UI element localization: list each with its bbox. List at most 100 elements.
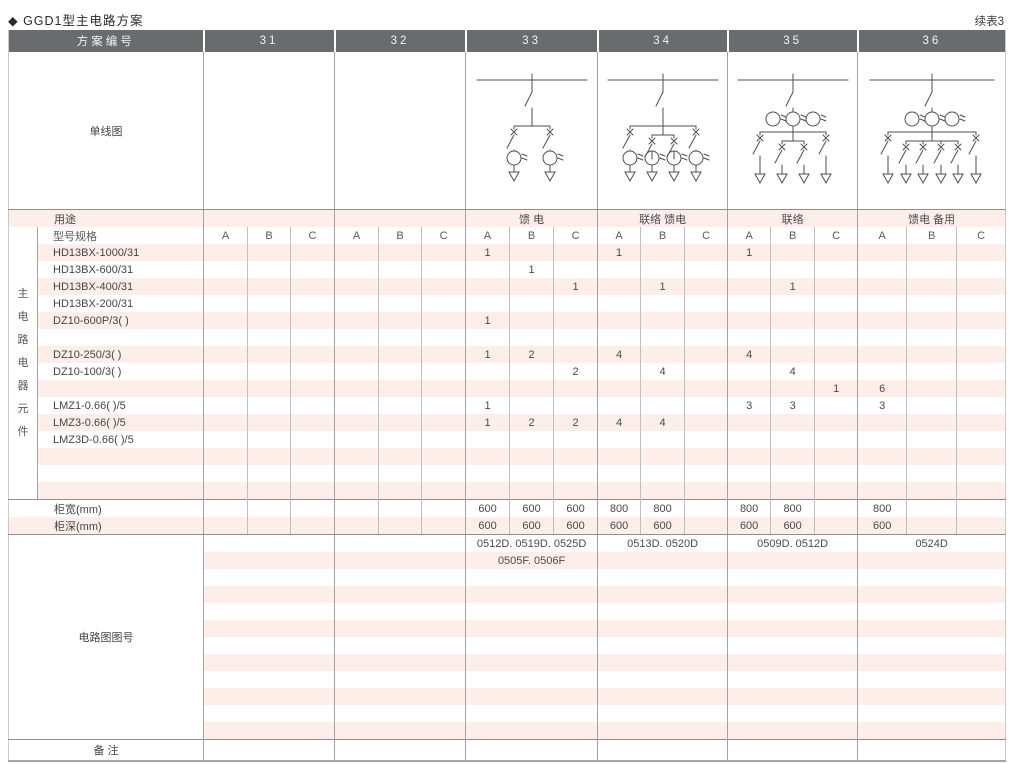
- subcol-header: A: [727, 227, 771, 244]
- component-qty-cell: 1: [770, 278, 815, 295]
- component-qty-cell: [684, 244, 728, 261]
- header-scheme-32: 32: [333, 30, 466, 52]
- component-qty-cell: [378, 431, 422, 448]
- component-qty-cell: [857, 295, 907, 312]
- component-qty-cell: [378, 414, 422, 431]
- drawing-number-row: [9, 671, 1006, 688]
- component-qty-cell: 3: [770, 397, 815, 414]
- subcol-header: C: [684, 227, 728, 244]
- header-scheme-31: 31: [202, 30, 335, 52]
- drawing-number-row: [9, 637, 1006, 654]
- component-qty-cell: [857, 363, 907, 380]
- component-qty-cell: [553, 329, 598, 346]
- cabinet-width-cell: 800: [727, 499, 771, 517]
- component-qty-cell: [247, 346, 291, 363]
- component-qty-cell: [553, 244, 598, 261]
- component-qty-cell: [378, 380, 422, 397]
- cabinet-width-cell: [203, 499, 248, 517]
- cabinet-depth-cell: [956, 517, 1006, 535]
- component-qty-cell: [684, 431, 728, 448]
- component-qty-cell: [640, 346, 685, 363]
- component-qty-cell: [553, 312, 598, 329]
- component-row: DZ10-100/3( ) 2 4 4: [9, 363, 1006, 380]
- component-qty-cell: [289, 431, 335, 448]
- component-qty-cell: [509, 482, 554, 500]
- drawing-number-cell-31: [202, 688, 335, 705]
- component-qty-cell: 1: [640, 278, 685, 295]
- component-qty-cell: [465, 448, 510, 465]
- component-qty-cell: [334, 346, 379, 363]
- component-qty-cell: [814, 431, 858, 448]
- drawing-number-row: 电路图图号 0512D. 0519D. 0525D 0513D. 0520D 050…: [9, 534, 1006, 644]
- single-line-diagram-35: [737, 73, 849, 184]
- component-qty-cell: [640, 465, 685, 482]
- component-qty-cell: [640, 448, 685, 465]
- cabinet-width-label: 柜宽(mm): [8, 499, 204, 517]
- subcol-header: B: [906, 227, 957, 244]
- component-qty-cell: 2: [509, 414, 554, 431]
- subcol-header: A: [597, 227, 641, 244]
- component-qty-cell: [334, 329, 379, 346]
- component-name: LMZ3D-0.66( )/5: [53, 433, 134, 446]
- drawing-number-cell-33: 0505F. 0506F: [465, 552, 598, 569]
- component-qty-cell: [770, 329, 815, 346]
- cabinet-width-cell: [906, 499, 957, 517]
- drawing-number-cell-36: 0524D: [857, 534, 1006, 552]
- component-qty-cell: [597, 448, 641, 465]
- component-qty-cell: 2: [553, 363, 598, 380]
- component-qty-cell: [684, 448, 728, 465]
- drawing-number-cell-35: [727, 569, 858, 586]
- component-name: [37, 380, 204, 397]
- component-qty-cell: [857, 431, 907, 448]
- usage-row-label: 用途: [8, 209, 204, 227]
- component-qty-cell: [509, 312, 554, 329]
- component-qty-cell: [684, 295, 728, 312]
- single-line-diagram-36: [869, 73, 995, 184]
- component-qty-cell: [857, 329, 907, 346]
- drawing-number-cell-35: [727, 722, 858, 740]
- component-qty-cell: [247, 295, 291, 312]
- component-qty-cell: [814, 329, 858, 346]
- component-qty-cell: [684, 397, 728, 414]
- drawing-number-cell-33: [465, 620, 598, 637]
- cabinet-depth-cell: [814, 517, 858, 535]
- drawing-number-cell-32: [334, 654, 466, 671]
- drawing-number-cell-33: [465, 722, 598, 740]
- component-qty-cell: [334, 465, 379, 482]
- drawing-number-cell-33: [465, 637, 598, 654]
- drawing-number-cell-33: [465, 586, 598, 603]
- component-qty-cell: 1: [509, 261, 554, 278]
- spec-row-label: 型号规格: [53, 230, 97, 243]
- drawing-number-cell-33: [465, 671, 598, 688]
- drawing-number-cell-35: [727, 688, 858, 705]
- component-qty-cell: [289, 312, 335, 329]
- drawing-number-cell-32: [334, 637, 466, 654]
- component-qty-cell: [727, 261, 771, 278]
- drawing-number-cell-36: [857, 654, 1006, 671]
- component-row: [9, 448, 1006, 465]
- scheme-table: 方案编号 31 32 33 34 35 36 单线图 用途 馈 电联络 馈电 联络 馈电 备用…: [8, 30, 1007, 762]
- component-qty-cell: [956, 380, 1006, 397]
- component-qty-cell: [247, 380, 291, 397]
- component-qty-cell: [857, 465, 907, 482]
- drawing-number-cell-32: [334, 671, 466, 688]
- component-qty-cell: [906, 312, 957, 329]
- side-label-char: 元: [17, 402, 29, 415]
- component-name: HD13BX-400/31: [37, 278, 204, 295]
- header-scheme-35: 35: [726, 30, 858, 52]
- component-qty-cell: [906, 465, 957, 482]
- component-qty-cell: 3: [857, 397, 907, 414]
- drawing-number-cell-32: [334, 688, 466, 705]
- drawing-number-cell-36: [857, 552, 1006, 569]
- component-qty-cell: [727, 295, 771, 312]
- drawing-number-cell-31: [202, 552, 335, 569]
- usage-cell-32: [334, 209, 466, 227]
- component-qty-cell: [597, 363, 641, 380]
- component-qty-cell: [421, 312, 466, 329]
- component-qty-cell: [727, 278, 771, 295]
- component-qty-cell: [203, 363, 248, 380]
- drawing-number-cell-31: [202, 620, 335, 637]
- drawing-number-row: [9, 569, 1006, 586]
- component-qty-cell: [378, 295, 422, 312]
